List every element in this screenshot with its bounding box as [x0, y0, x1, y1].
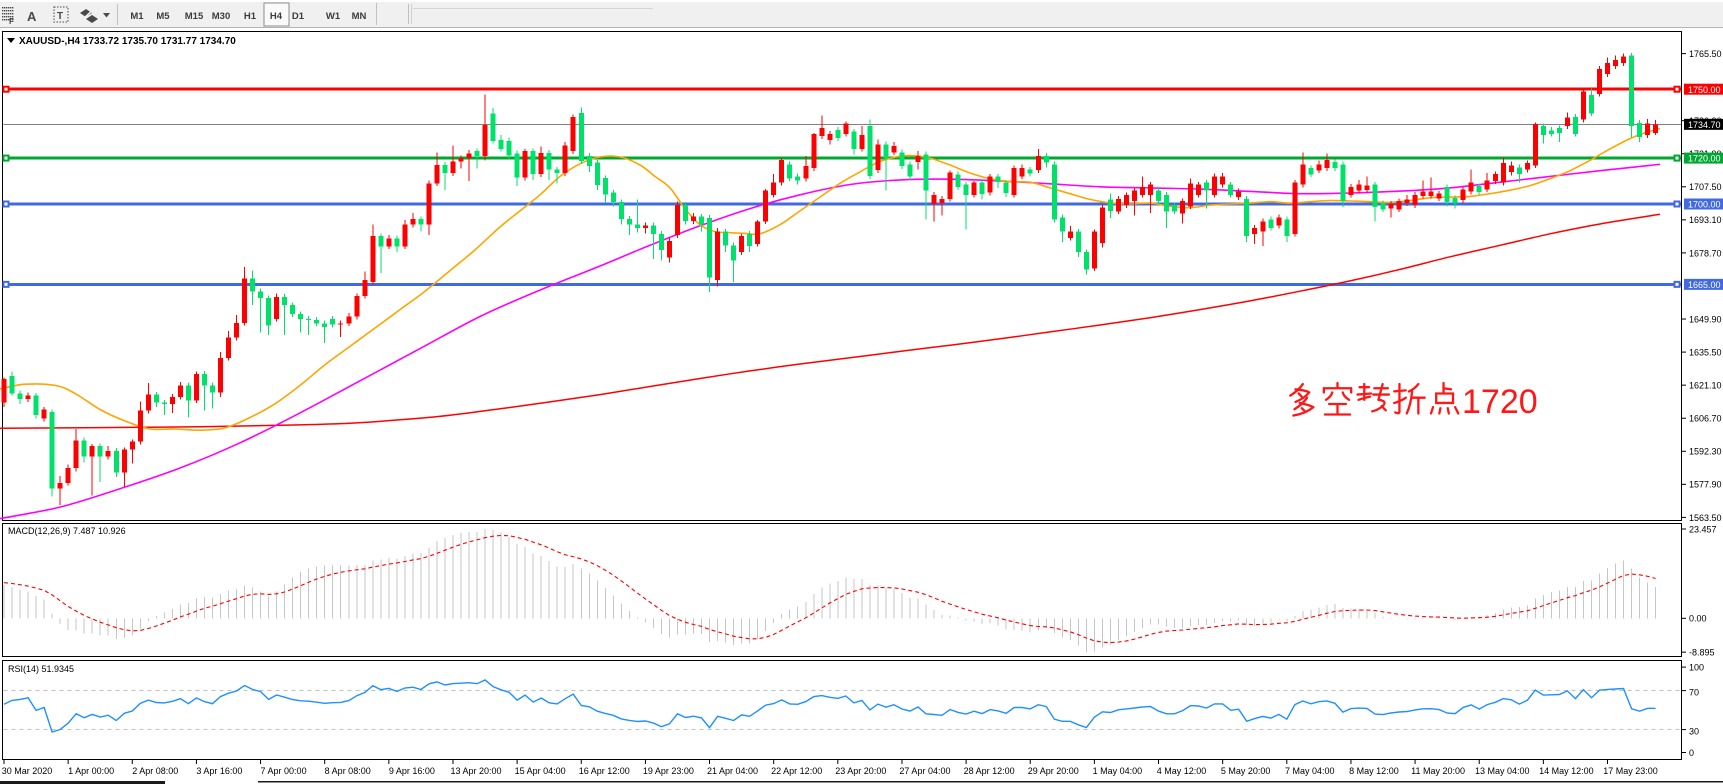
svg-text:F: F — [9, 17, 14, 26]
svg-text:1592.30: 1592.30 — [1689, 447, 1722, 457]
svg-text:T: T — [57, 11, 63, 22]
svg-text:8 May 12:00: 8 May 12:00 — [1349, 766, 1399, 776]
svg-text:H4: H4 — [270, 11, 283, 22]
svg-text:27 Apr 04:00: 27 Apr 04:00 — [899, 766, 950, 776]
svg-text:30 Mar 2020: 30 Mar 2020 — [2, 766, 53, 776]
svg-text:100: 100 — [1689, 663, 1704, 673]
svg-text:D1: D1 — [292, 11, 305, 22]
svg-text:15 Apr 04:00: 15 Apr 04:00 — [515, 766, 566, 776]
svg-text:M5: M5 — [156, 11, 170, 22]
svg-text:1 May 04:00: 1 May 04:00 — [1093, 766, 1143, 776]
svg-text:70: 70 — [1689, 688, 1699, 698]
svg-text:29 Apr 20:00: 29 Apr 20:00 — [1028, 766, 1079, 776]
svg-text:2 Apr 08:00: 2 Apr 08:00 — [132, 766, 178, 776]
svg-text:M15: M15 — [185, 11, 204, 22]
svg-text:8 Apr 08:00: 8 Apr 08:00 — [325, 766, 371, 776]
svg-text:0: 0 — [1689, 748, 1694, 758]
svg-text:9 Apr 16:00: 9 Apr 16:00 — [389, 766, 435, 776]
svg-text:23.457: 23.457 — [1689, 524, 1717, 534]
svg-text:1750.00: 1750.00 — [1688, 85, 1721, 95]
svg-text:H1: H1 — [244, 11, 257, 22]
svg-text:30: 30 — [1689, 727, 1699, 737]
svg-text:1720: 1720 — [1462, 383, 1538, 421]
svg-text:28 Apr 12:00: 28 Apr 12:00 — [964, 766, 1015, 776]
svg-text:RSI(14) 51.9345: RSI(14) 51.9345 — [8, 664, 74, 674]
svg-text:M1: M1 — [130, 11, 144, 22]
svg-text:14 May 12:00: 14 May 12:00 — [1539, 766, 1594, 776]
svg-text:7 May 04:00: 7 May 04:00 — [1285, 766, 1335, 776]
svg-text:1563.50: 1563.50 — [1689, 513, 1722, 523]
svg-text:22 Apr 12:00: 22 Apr 12:00 — [771, 766, 822, 776]
svg-text:1577.90: 1577.90 — [1689, 480, 1722, 490]
svg-text:1649.90: 1649.90 — [1689, 314, 1722, 324]
svg-text:XAUUSD-,H4 1733.72 1735.70 17: XAUUSD-,H4 1733.72 1735.70 1731.77 1734.… — [19, 36, 236, 47]
svg-text:1734.70: 1734.70 — [1688, 120, 1721, 130]
svg-text:1665.00: 1665.00 — [1688, 280, 1721, 290]
svg-text:1707.50: 1707.50 — [1689, 182, 1722, 192]
svg-text:13 Apr 20:00: 13 Apr 20:00 — [450, 766, 501, 776]
svg-text:1678.70: 1678.70 — [1689, 248, 1722, 258]
svg-text:1635.50: 1635.50 — [1689, 347, 1722, 357]
svg-text:19 Apr 23:00: 19 Apr 23:00 — [643, 766, 694, 776]
svg-text:4 May 12:00: 4 May 12:00 — [1157, 766, 1207, 776]
svg-text:1606.70: 1606.70 — [1689, 414, 1722, 424]
svg-text:A: A — [27, 9, 37, 24]
svg-text:23 Apr 20:00: 23 Apr 20:00 — [835, 766, 886, 776]
svg-text:0.00: 0.00 — [1689, 614, 1707, 624]
svg-text:1765.50: 1765.50 — [1689, 49, 1722, 59]
svg-text:M30: M30 — [212, 11, 230, 22]
svg-text:3 Apr 16:00: 3 Apr 16:00 — [196, 766, 242, 776]
svg-text:MACD(12,26,9) 7.487 10.926: MACD(12,26,9) 7.487 10.926 — [8, 526, 126, 536]
svg-text:1700.00: 1700.00 — [1688, 200, 1721, 210]
svg-text:MN: MN — [352, 11, 367, 22]
svg-text:1 Apr 00:00: 1 Apr 00:00 — [68, 766, 114, 776]
svg-text:21 Apr 04:00: 21 Apr 04:00 — [707, 766, 758, 776]
svg-text:7 Apr 00:00: 7 Apr 00:00 — [261, 766, 307, 776]
svg-text:1693.10: 1693.10 — [1689, 215, 1722, 225]
svg-text:-8.895: -8.895 — [1689, 648, 1715, 658]
svg-text:1621.10: 1621.10 — [1689, 381, 1722, 391]
svg-text:1720.00: 1720.00 — [1688, 154, 1721, 164]
svg-text:5 May 20:00: 5 May 20:00 — [1221, 766, 1271, 776]
svg-text:W1: W1 — [326, 11, 341, 22]
svg-text:11 May 20:00: 11 May 20:00 — [1411, 766, 1465, 776]
svg-text:13 May 04:00: 13 May 04:00 — [1475, 766, 1530, 776]
svg-text:16 Apr 12:00: 16 Apr 12:00 — [579, 766, 630, 776]
svg-text:17 May 23:00: 17 May 23:00 — [1603, 766, 1658, 776]
